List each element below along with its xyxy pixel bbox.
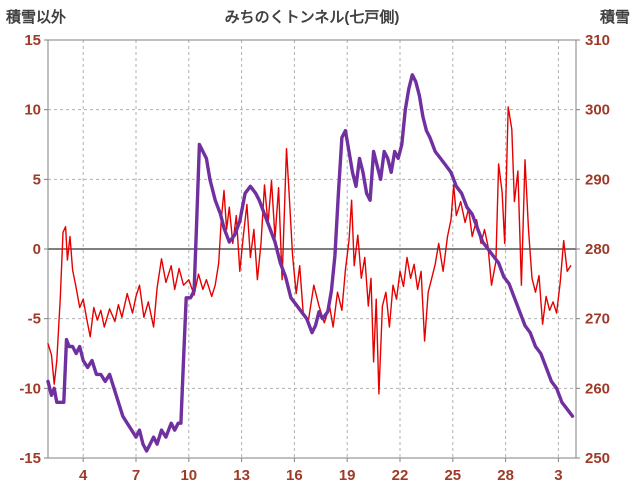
left-axis-title: 積雪以外 [6,9,67,26]
left-axis-tick-label: 5 [33,171,41,188]
left-axis-tick-label: -5 [28,311,41,328]
right-axis-tick-label: 270 [585,311,610,328]
x-axis-tick-label: 7 [132,467,140,484]
right-axis-tick-label: 310 [585,32,610,49]
x-axis-tick-label: 10 [180,467,197,484]
x-axis-tick-label: 22 [392,467,409,484]
right-axis-tick-label: 290 [585,171,610,188]
right-axis-tick-label: 280 [585,241,610,258]
right-axis-title: 積雪 [599,9,630,26]
x-axis-tick-label: 28 [497,467,514,484]
x-axis-tick-label: 4 [79,467,88,484]
right-axis-tick-label: 300 [585,102,610,119]
x-axis-tick-label: 3 [554,467,562,484]
x-axis-tick-label: 19 [339,467,356,484]
x-axis-tick-label: 25 [444,467,461,484]
series-line-red [47,106,572,395]
x-axis-tick-label: 13 [233,467,250,484]
left-axis-tick-label: -15 [19,450,41,467]
right-axis-tick-label: 260 [585,380,610,397]
right-axis-tick-label: 250 [585,450,610,467]
left-axis-tick-label: 15 [24,32,41,49]
left-axis-tick-label: 10 [24,102,41,119]
series-line-purple [46,73,575,453]
x-axis-tick-label: 16 [286,467,303,484]
left-axis-tick-label: 0 [33,241,41,258]
left-axis-tick-label: -10 [19,380,41,397]
chart-title: みちのくトンネル(七戸側) [224,9,400,26]
